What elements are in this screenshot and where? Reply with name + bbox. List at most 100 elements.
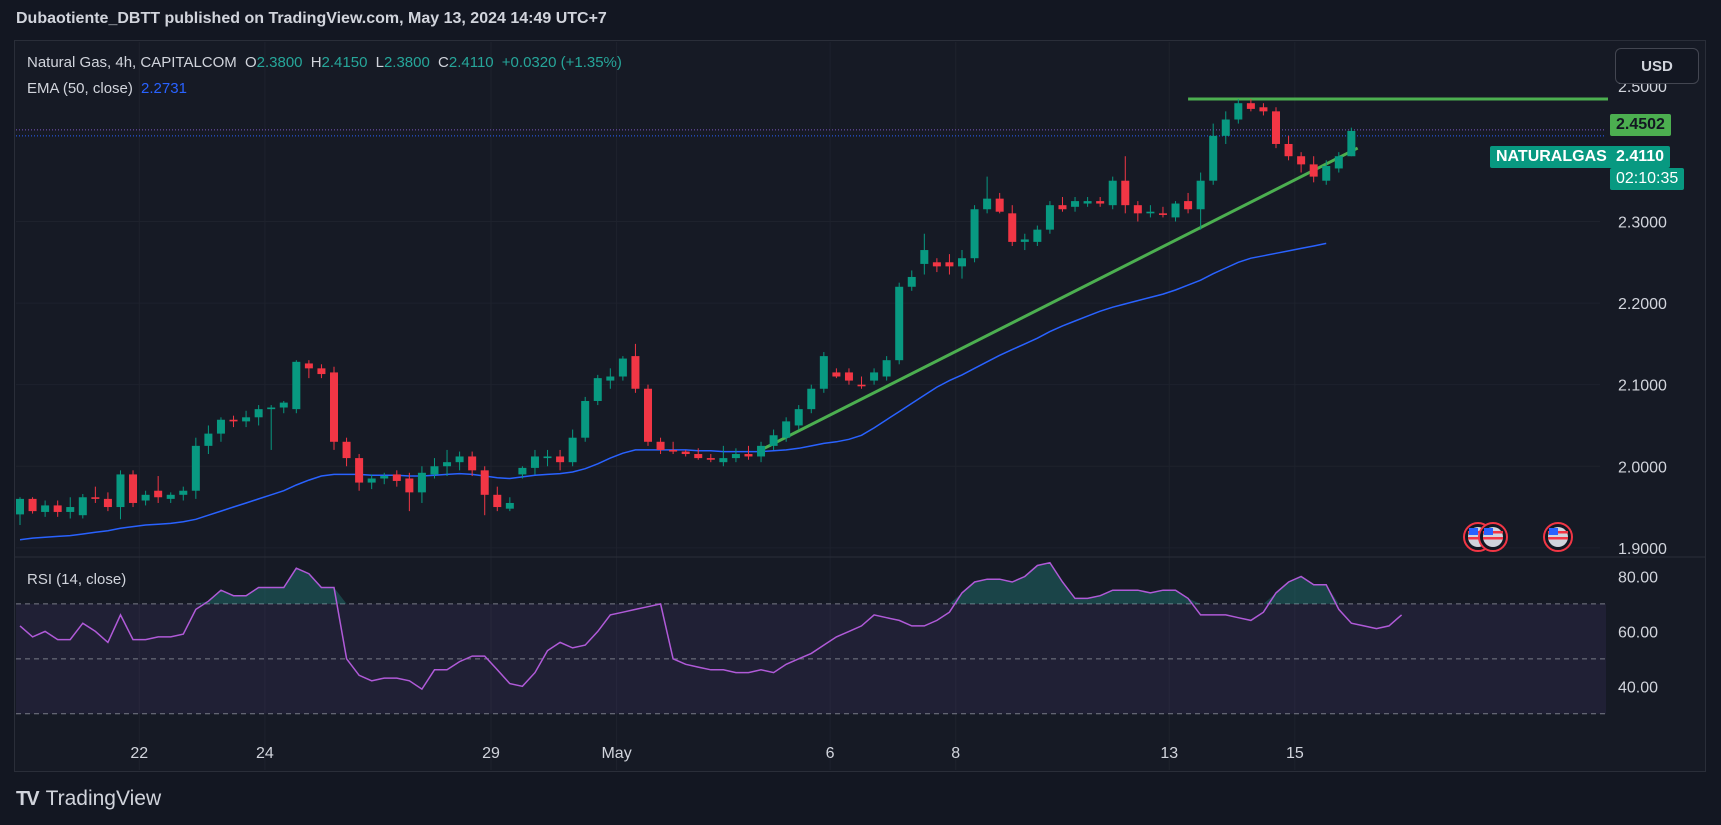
candle-body [870,372,879,381]
candle-body [66,507,75,512]
candle-body [719,458,728,463]
publisher-caption: Dubaotiente_DBTT published on TradingVie… [16,10,607,27]
candle-body [1058,205,1067,210]
candle-body [593,378,602,401]
candle-body [1108,180,1117,206]
candle-body [857,384,866,387]
candle-body [279,402,288,408]
candle-body [945,262,954,267]
close-value: 2.4110 [448,54,494,71]
candle-body [304,363,313,369]
price-tick-label: 2.2000 [1618,296,1667,313]
candle-body [254,409,263,418]
candle-body [794,409,803,426]
candle-body [995,198,1004,212]
low-value: 2.3800 [383,54,430,71]
flag-stripe [1483,537,1503,540]
ema-line [19,242,1327,541]
candle-body [1033,229,1042,242]
candle-body [392,474,401,481]
candle-body [694,454,703,459]
candle-body [154,490,163,498]
candle-body [1259,107,1268,112]
time-tick-label: 13 [1160,745,1178,762]
candle-body [116,474,125,508]
open-label: O [244,54,257,71]
candle-body [78,497,87,516]
candle-body [844,372,853,381]
candle-body [1272,111,1280,144]
candle-body [1171,203,1180,218]
candle-body [932,262,941,267]
candle-body [380,476,389,479]
us-event-flag-icon[interactable] [1543,522,1573,552]
candle-body [744,454,753,457]
candle-body [91,497,100,499]
ema-value: 2.2731 [141,80,187,97]
candle-body [292,361,301,410]
last-price-tag: 2.4110 [1610,146,1671,168]
price-tick-label: 2.3000 [1618,214,1667,231]
candle-body [1234,103,1243,120]
time-tick-label: 22 [130,745,148,762]
candle-body [1146,211,1155,214]
flag-stripe [1548,537,1568,540]
candle-body [882,360,891,377]
candle-body [129,474,138,503]
candle-body [455,456,464,463]
candle-body [1133,205,1142,214]
ema-label: EMA (50, close) [27,80,133,97]
time-tick-label: 15 [1286,745,1304,762]
candle-body [204,433,213,446]
footer-brand[interactable]: TV TradingView [16,787,161,811]
open-value: 2.3800 [256,54,303,71]
candle-body [1096,201,1105,204]
rsi-overbought-fill [195,562,1339,604]
candle-body [103,498,112,508]
rsi-line [19,561,1403,691]
candle-body [342,441,351,459]
time-tick-label: 24 [256,745,274,762]
candle-body [179,490,188,495]
candle-body [1322,166,1331,181]
candle-body [53,505,62,512]
candle-body [355,458,364,483]
candle-body [405,478,414,493]
candle-body [631,356,640,389]
time-tick-label: 6 [826,745,835,762]
grid-lines [16,42,1600,770]
candle-body [530,456,539,468]
candle-body [1121,180,1130,206]
candle-body [330,372,338,442]
flag-canton [1484,528,1493,535]
candle-body [317,368,326,375]
flag-stripe [1468,537,1488,540]
candle-body [1158,213,1167,215]
candle-body [141,494,150,501]
price-tick-label: 2.0000 [1618,459,1667,476]
candle-body [1083,201,1092,204]
candle-body [1209,135,1218,181]
candle-body [656,441,665,450]
candle-body [1020,239,1029,242]
candle-body [681,451,690,455]
candle-body [229,419,238,422]
rsi-tick-label: 60.00 [1618,624,1658,641]
candle-body [568,437,577,463]
change-value: +0.0320 (+1.35%) [501,54,622,71]
price-tick-label: 1.9000 [1618,541,1667,558]
candle-body [644,388,652,442]
us-event-flag-icon[interactable] [1478,522,1508,552]
candle-body [443,462,452,467]
flag-canton [1469,528,1478,535]
candle-body [819,356,828,389]
candle-body [1071,201,1080,207]
currency-button[interactable]: USD [1615,48,1699,84]
low-label: L [375,54,384,71]
candle-body [1246,103,1255,109]
footer-brand-name: TradingView [45,787,162,810]
candle-body [1334,156,1343,169]
candle-body [606,376,615,381]
candle-body [807,388,816,410]
